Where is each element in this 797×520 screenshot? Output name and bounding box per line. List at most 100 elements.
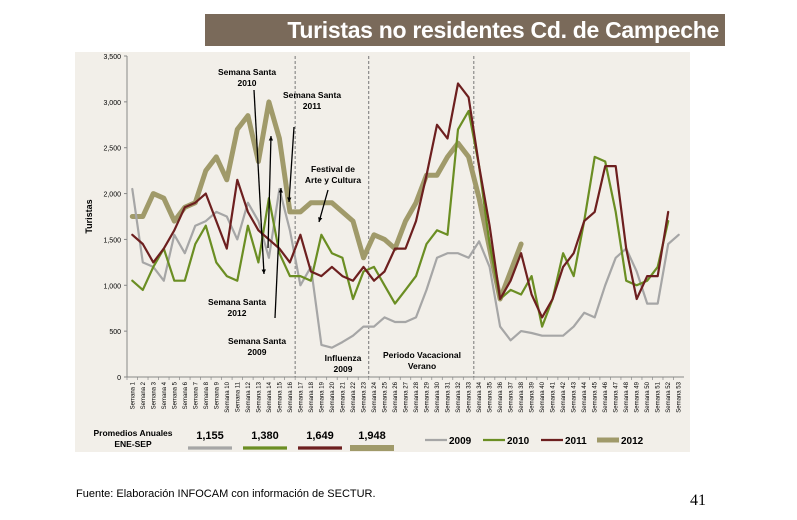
- x-tick-label: Semana 49: [635, 381, 641, 412]
- y-tick-label: 3,000: [103, 100, 121, 107]
- arrow-ss2011-head: [268, 136, 274, 141]
- annotation-festival: Festival de: [311, 164, 355, 174]
- y-tick-label: 3,500: [103, 54, 121, 61]
- series-line-2009: [131, 187, 680, 349]
- x-tick-label: Semana 22: [351, 381, 357, 412]
- annotation-influenza-2009: Influenza: [325, 353, 362, 363]
- x-tick-label: Semana 17: [298, 381, 304, 412]
- chart-title: Turistas no residentes Cd. de Campeche: [287, 17, 719, 43]
- x-tick-label: Semana 33: [467, 381, 473, 412]
- legend-label-2010: 2010: [507, 436, 530, 447]
- x-tick-label: Semana 52: [666, 381, 672, 412]
- series-line-2011: [131, 82, 670, 319]
- x-tick-label: Semana 1: [130, 381, 136, 409]
- x-tick-label: Semana 42: [561, 381, 567, 412]
- x-tick-label: Semana 24: [372, 381, 378, 412]
- annotation-semana-santa-2009: Semana Santa: [228, 336, 286, 346]
- y-tick-label: 2,000: [103, 192, 121, 199]
- x-tick-label: Semana 2: [141, 381, 147, 409]
- x-tick-label: Semana 18: [309, 381, 315, 412]
- x-tick-label: Semana 12: [246, 381, 252, 412]
- x-tick-label: Semana 44: [582, 381, 588, 412]
- promedios-label: Promedios Anuales: [93, 428, 172, 438]
- x-tick-label: Semana 32: [456, 381, 462, 412]
- x-tick-label: Semana 27: [404, 381, 410, 412]
- x-tick-label: Semana 25: [382, 381, 388, 412]
- page-number: 41: [690, 492, 706, 509]
- arrow-ss2009-head: [278, 188, 283, 193]
- x-tick-label: Semana 40: [540, 381, 546, 412]
- title-bar: Turistas no residentes Cd. de Campeche: [205, 14, 725, 46]
- y-tick-label: 2,500: [103, 146, 121, 153]
- x-tick-label: Semana 3: [151, 381, 157, 409]
- x-tick-label: Semana 6: [183, 381, 189, 409]
- x-tick-label: Semana 5: [172, 381, 178, 409]
- y-tick-label: 0: [117, 375, 121, 382]
- annotation-semana-santa-2011: Semana Santa: [283, 90, 341, 100]
- annotation-semana-santa-2010: 2010: [238, 78, 257, 88]
- x-tick-label: Semana 15: [277, 381, 283, 412]
- y-tick-label: 500: [109, 329, 121, 336]
- promedio-value: 1,948: [358, 430, 386, 442]
- x-tick-label: Semana 34: [477, 381, 483, 412]
- promedio-value: 1,155: [196, 430, 224, 442]
- x-tick-label: Semana 4: [162, 381, 168, 409]
- x-tick-label: Semana 45: [593, 381, 599, 412]
- x-tick-label: Semana 35: [488, 381, 494, 412]
- x-tick-label: Semana 10: [225, 381, 231, 412]
- x-tick-label: Semana 14: [267, 381, 273, 412]
- x-tick-label: Semana 30: [435, 381, 441, 412]
- legend-label-2009: 2009: [449, 436, 472, 447]
- y-tick-label: 1,000: [103, 283, 121, 290]
- y-axis-label: Turistas: [84, 199, 94, 233]
- x-tick-label: Semana 37: [509, 381, 515, 412]
- y-tick-label: 1,500: [103, 237, 121, 244]
- x-tick-label: Semana 11: [235, 381, 241, 412]
- x-tick-label: Semana 51: [656, 381, 662, 412]
- x-tick-label: Semana 8: [204, 381, 210, 409]
- chart-panel: 0 500 1,000 1,500 2,000 2,500 3,000 3,500 Turist…: [75, 52, 690, 452]
- x-tick-label: Semana 48: [624, 381, 630, 412]
- annotation-semana-santa-2012: Semana Santa: [208, 297, 266, 307]
- annotation-periodo-vacacional: Periodo Vacacional: [383, 350, 461, 360]
- x-tick-label: Semana 29: [425, 381, 431, 412]
- arrow-ss2012-head: [287, 197, 292, 202]
- x-tick-label: Semana 46: [603, 381, 609, 412]
- arrow-ss2010-head: [261, 269, 266, 274]
- annotation-semana-santa-2012: 2012: [228, 308, 247, 318]
- series-line-2012: [129, 99, 524, 302]
- arrow-festival-head: [318, 217, 323, 222]
- source-note: Fuente: Elaboración INFOCAM con informac…: [76, 488, 376, 500]
- annotation-influenza-2009: 2009: [334, 364, 353, 374]
- promedios-sublabel: ENE-SEP: [114, 439, 152, 449]
- x-tick-label: Semana 43: [572, 381, 578, 412]
- arrow-ss2009: [274, 187, 282, 319]
- x-tick-label: Semana 21: [340, 381, 346, 412]
- x-tick-label: Semana 13: [256, 381, 262, 412]
- annotation-periodo-vacacional: Verano: [408, 361, 436, 371]
- x-tick-label: Semana 41: [551, 381, 557, 412]
- x-tick-label: Semana 39: [530, 381, 536, 412]
- annotation-semana-santa-2009: 2009: [248, 347, 267, 357]
- x-tick-label: Semana 47: [614, 381, 620, 412]
- x-tick-label: Semana 19: [319, 381, 325, 412]
- legend-label-2012: 2012: [621, 436, 644, 447]
- chart-svg: 0 500 1,000 1,500 2,000 2,500 3,000 3,500 Turist…: [84, 54, 684, 451]
- x-tick-label: Semana 23: [361, 381, 367, 412]
- x-tick-label: Semana 16: [288, 381, 294, 412]
- x-tick-label: Semana 20: [330, 381, 336, 412]
- x-tick-label: Semana 9: [214, 381, 220, 409]
- x-tick-label: Semana 28: [414, 381, 420, 412]
- arrow-ss2010: [253, 89, 265, 275]
- x-tick-label: Semana 50: [645, 381, 651, 412]
- x-tick-label: Semana 53: [677, 381, 683, 412]
- x-tick-label: Semana 38: [519, 381, 525, 412]
- x-tick-label: Semana 31: [446, 381, 452, 412]
- promedio-value: 1,380: [251, 430, 279, 442]
- legend-label-2011: 2011: [565, 436, 587, 447]
- annotation-semana-santa-2011: 2011: [303, 101, 322, 111]
- promedio-value: 1,649: [306, 430, 334, 442]
- x-tick-label: Semana 26: [393, 381, 399, 412]
- x-tick-label: Semana 7: [193, 381, 199, 409]
- series-line-2010: [131, 109, 670, 328]
